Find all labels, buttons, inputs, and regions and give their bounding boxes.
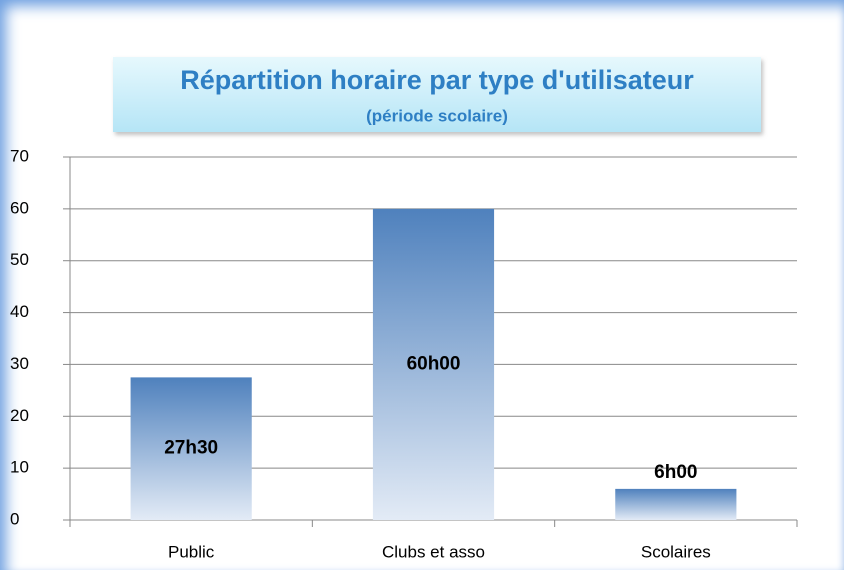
value-label: 27h30 [164,438,218,459]
chart-subtitle: (période scolaire) [366,106,508,125]
bar [130,377,252,520]
value-label: 6h00 [654,462,697,483]
y-tick-label: 50 [10,250,29,269]
y-tick-label: 20 [10,406,29,425]
y-tick-label: 10 [10,458,29,477]
value-label: 60h00 [407,353,461,374]
bar [615,488,737,520]
x-tick-label: Clubs et asso [382,542,485,561]
y-tick-label: 40 [10,302,29,321]
title-box [113,57,761,132]
x-tick-label: Public [168,542,215,561]
y-tick-label: 30 [10,354,29,373]
y-tick-label: 70 [10,146,29,165]
y-tick-label: 60 [10,198,29,217]
x-tick-label: Scolaires [641,542,711,561]
bar [372,208,495,520]
chart-title: Répartition horaire par type d'utilisate… [180,65,694,95]
y-tick-label: 0 [10,509,19,528]
